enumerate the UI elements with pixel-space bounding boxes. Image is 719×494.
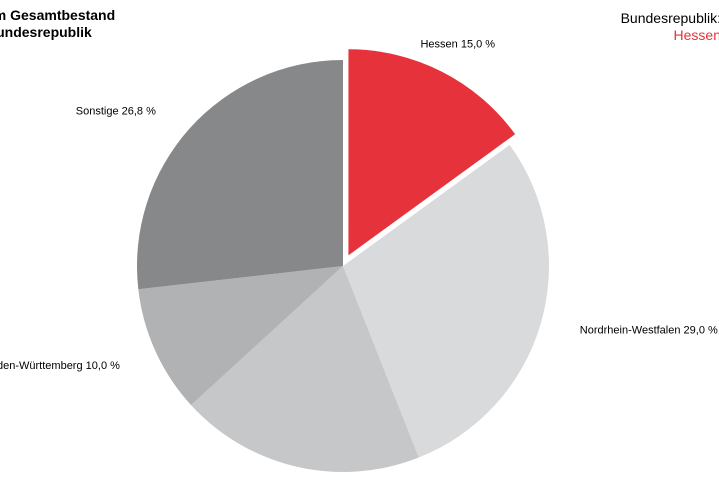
chart-title: am Gesamtbestand Bundesrepublik <box>0 7 115 41</box>
pie-slices <box>137 49 549 472</box>
pie-slice-hessen <box>348 49 516 256</box>
pie-slice-sonstige <box>137 60 343 290</box>
pie-label-nordrhein-westfalen: Nordrhein-Westfalen 29,0 % <box>580 325 718 337</box>
pie-label-sonstige: Sonstige 26,8 % <box>76 105 156 117</box>
chart-title-line-2: Bundesrepublik <box>0 24 92 40</box>
pie-slice-nordrhein-westfalen <box>343 144 549 458</box>
pie-label-baden-württemberg: Baden-Württemberg 10,0 % <box>0 360 120 372</box>
pie-slice-baden-württemberg <box>138 266 343 406</box>
legend-label: Bundesrepublik: <box>620 10 719 26</box>
pie-label-hessen: Hessen 15,0 % <box>420 39 495 51</box>
legend-highlight-label: Hessen <box>673 27 719 43</box>
legend: Bundesrepublik: Hessen <box>621 10 719 44</box>
pie-slice-bayern <box>191 266 419 472</box>
chart-title-line-1: am Gesamtbestand <box>0 7 116 23</box>
pie-labels: Hessen 15,0 % Nordrhein-Westfalen 29,0 % B… <box>0 39 718 373</box>
